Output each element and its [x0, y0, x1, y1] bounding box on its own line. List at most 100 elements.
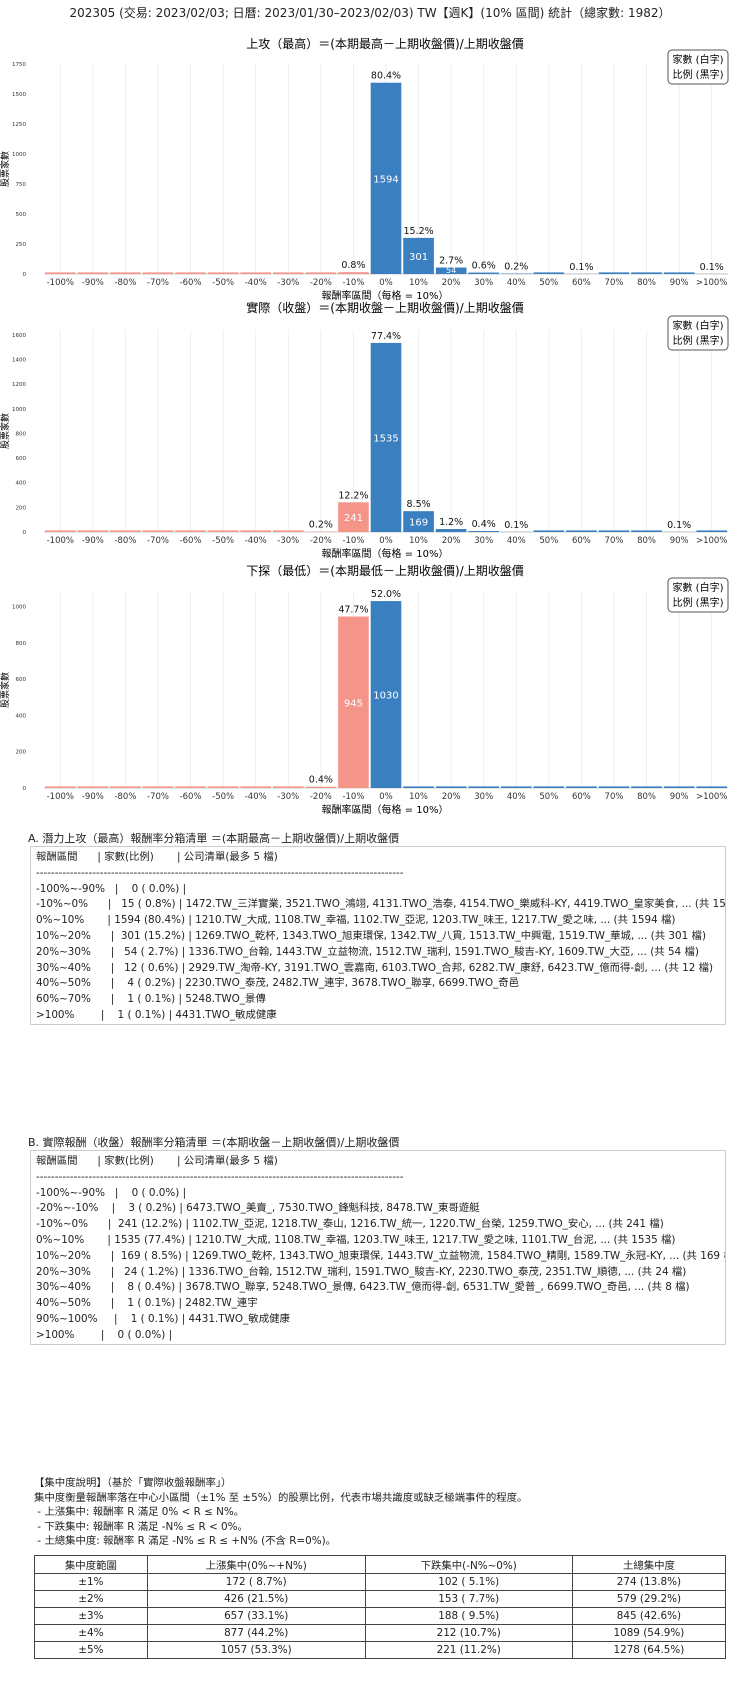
- bar: [175, 786, 206, 788]
- x-tick-label: -100%: [47, 792, 74, 802]
- x-tick-label: -10%: [342, 792, 364, 802]
- bar: [468, 272, 500, 274]
- bar-percent-label: 0.4%: [309, 775, 333, 786]
- table-cell: 579 (29.2%): [571, 1590, 727, 1608]
- bar: [142, 786, 174, 788]
- x-tick-label: -80%: [114, 278, 136, 288]
- bar: [370, 342, 402, 532]
- x-tick-label: -10%: [342, 278, 364, 288]
- x-tick-label: -50%: [212, 536, 234, 546]
- table-header-row: 集中度範圍 上漲集中(0%~+N%) 下跌集中(-N%~0%) 土總集中度: [34, 1555, 727, 1574]
- chart-title: 下探（最低）＝(本期最低－上期收盤價)/上期收盤價: [246, 564, 523, 578]
- list-line: 報酬區間 | 家數(比例) | 公司清單(最多 5 檔): [36, 1155, 278, 1167]
- x-tick-label: 40%: [507, 278, 526, 288]
- bar: [468, 531, 500, 532]
- x-tick-label: 80%: [637, 792, 656, 802]
- x-tick-label: 50%: [539, 278, 558, 288]
- legend-box: [667, 315, 729, 351]
- y-tick-label: 500: [16, 212, 27, 218]
- x-tick-label: -60%: [180, 536, 202, 546]
- x-tick-label: -50%: [212, 278, 234, 288]
- section-b-list: 報酬區間 | 家數(比例) | 公司清單(最多 5 檔) -----------…: [30, 1150, 726, 1345]
- y-tick-label: 1250: [12, 122, 26, 128]
- x-tick-label: 60%: [572, 278, 591, 288]
- bar: [435, 267, 467, 274]
- x-tick-label: -70%: [147, 278, 169, 288]
- bar-percent-label: 0.2%: [309, 520, 333, 531]
- table-cell: ±1%: [34, 1573, 148, 1591]
- table-cell: ±3%: [34, 1607, 148, 1625]
- bar: [566, 530, 597, 532]
- bar: [207, 530, 239, 532]
- x-tick-label: 10%: [409, 792, 428, 802]
- concentration-line: - 上漲集中: 報酬率 R 滿足 0% < R ≤ N%。: [34, 1506, 245, 1519]
- legend-item: 家數 (白字): [673, 53, 724, 66]
- bar-percent-label: 0.6%: [472, 261, 496, 272]
- legend-item: 家數 (白字): [673, 581, 724, 594]
- table-cell: 188 ( 9.5%): [364, 1607, 573, 1625]
- bar: [44, 530, 76, 532]
- bar-percent-label: 0.1%: [700, 262, 724, 273]
- x-tick-label: 30%: [474, 278, 493, 288]
- legend-item: 家數 (白字): [673, 319, 724, 332]
- bar: [598, 530, 630, 532]
- x-tick-label: 80%: [637, 278, 656, 288]
- bar-percent-label: 15.2%: [403, 226, 433, 237]
- table-row: ±3% 657 (33.1%) 188 ( 9.5%) 845 (42.6%): [34, 1607, 727, 1625]
- list-line: -100%~-90% | 0 ( 0.0%) |: [36, 882, 187, 895]
- bar: [696, 786, 728, 788]
- bar: [663, 786, 695, 788]
- x-tick-label: -90%: [82, 536, 104, 546]
- x-tick-label: 90%: [670, 536, 689, 546]
- x-tick-label: 70%: [605, 536, 624, 546]
- y-tick-label: 1750: [12, 62, 26, 68]
- x-tick-label: 50%: [539, 536, 558, 546]
- table-cell: 1278 (64.5%): [571, 1641, 727, 1659]
- y-tick-label: 0: [23, 530, 27, 536]
- table-cell: 1089 (54.9%): [571, 1624, 727, 1642]
- section-a-list: 報酬區間 | 家數(比例) | 公司清單(最多 5 檔) -----------…: [30, 846, 726, 1025]
- y-axis-label: 股票家數: [0, 151, 11, 187]
- table-cell: 1057 (53.3%): [146, 1641, 366, 1659]
- x-tick-label: 0%: [379, 536, 393, 546]
- bar: [305, 272, 337, 274]
- bar: [566, 786, 597, 788]
- bar: [598, 272, 630, 274]
- bar: [142, 272, 174, 274]
- bar-percent-label: 0.1%: [569, 262, 593, 273]
- list-line: 90%~100% | 1 ( 0.1%) | 4431.TWO_敏成健康: [36, 1312, 290, 1325]
- bar-count-label: 945: [344, 698, 363, 709]
- bar: [370, 82, 402, 274]
- x-tick-label: -70%: [147, 792, 169, 802]
- legend-box: [667, 49, 729, 85]
- y-tick-label: 1000: [12, 152, 26, 158]
- bar: [663, 272, 695, 274]
- bar-percent-label: 0.1%: [667, 520, 691, 531]
- x-tick-label: -20%: [310, 792, 332, 802]
- legend-item: 比例 (黑字): [673, 68, 724, 81]
- list-line: 10%~20% | 301 (15.2%) | 1269.TWO_乾杯, 134…: [36, 929, 706, 942]
- table-row: ±4% 877 (44.2%) 212 (10.7%) 1089 (54.9%): [34, 1624, 727, 1642]
- bar: [631, 530, 662, 532]
- bar: [533, 530, 565, 532]
- y-axis-label: 股票家數: [0, 413, 11, 449]
- y-tick-label: 1600: [12, 333, 26, 339]
- bar: [207, 272, 239, 274]
- x-tick-label: -40%: [245, 536, 267, 546]
- x-tick-label: -70%: [147, 536, 169, 546]
- list-line: 60%~70% | 1 ( 0.1%) | 5248.TWO_景傳: [36, 993, 266, 1006]
- x-tick-label: -20%: [310, 278, 332, 288]
- table-cell: 102 ( 5.1%): [364, 1573, 573, 1591]
- bar-count-label: 301: [409, 252, 428, 263]
- y-tick-label: 400: [16, 713, 27, 719]
- x-tick-label: -80%: [114, 792, 136, 802]
- list-line: >100% | 1 ( 0.1%) | 4431.TWO_敏成健康: [36, 1008, 277, 1021]
- bar: [142, 530, 174, 532]
- bar: [533, 786, 565, 788]
- bar: [44, 272, 76, 274]
- x-axis-label: 報酬率區間（每格 = 10%）: [322, 547, 449, 560]
- concentration-line: - 下跌集中: 報酬率 R 滿足 -N% ≤ R < 0%。: [34, 1520, 248, 1533]
- table-cell: 221 (11.2%): [364, 1641, 573, 1659]
- bar: [240, 786, 272, 788]
- bar: [338, 502, 369, 532]
